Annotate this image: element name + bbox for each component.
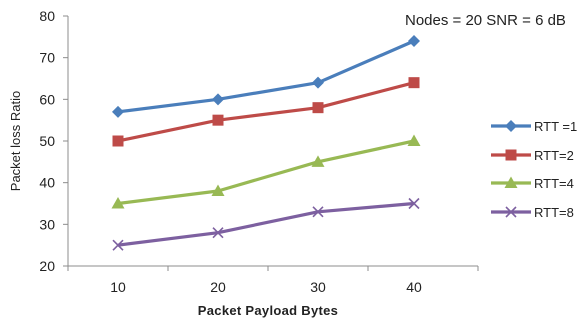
legend-item: RTT=2 <box>491 148 574 163</box>
series-line <box>117 139 415 206</box>
legend-label: RTT=2 <box>534 148 574 163</box>
chart-annotation: Nodes = 20 SNR = 6 dB <box>405 12 566 29</box>
y-ticks: 20 30 40 50 60 70 80 <box>39 8 68 274</box>
x-tick-label: 40 <box>406 279 422 295</box>
legend-label: RTT=8 <box>534 205 574 220</box>
series-line <box>117 201 415 247</box>
legend-item: RTT =1 <box>491 119 577 134</box>
legend-item: RTT=8 <box>491 205 574 220</box>
series-rtt-2 <box>112 77 420 147</box>
data-point-x <box>312 206 324 218</box>
data-point-diamond <box>112 105 124 118</box>
y-tick-label: 50 <box>39 133 55 149</box>
series-group <box>111 35 421 251</box>
data-point-x <box>212 227 224 239</box>
x-tick-label: 30 <box>310 279 326 295</box>
data-point-triangle <box>111 197 125 209</box>
x-tick-label: 10 <box>110 279 126 295</box>
legend-marker <box>505 206 517 218</box>
data-point-x <box>112 239 124 251</box>
data-point-square <box>408 77 420 89</box>
data-point-diamond <box>212 93 224 106</box>
legend-item: RTT=4 <box>491 176 574 191</box>
y-tick-label: 60 <box>39 91 55 107</box>
data-point-x <box>408 197 420 210</box>
legend-marker <box>505 120 517 132</box>
legend-marker <box>505 149 517 161</box>
legend-label: RTT=4 <box>534 176 574 191</box>
y-tick-label: 70 <box>39 50 55 66</box>
data-point-triangle <box>311 155 325 167</box>
series-line <box>117 39 415 114</box>
data-point-triangle <box>407 134 421 146</box>
series-line <box>117 81 415 143</box>
data-point-square <box>312 102 324 114</box>
x-ticks: 10 20 30 40 <box>67 266 479 295</box>
legend-label: RTT =1 <box>534 119 577 134</box>
data-point-square <box>212 114 224 126</box>
data-point-diamond <box>312 76 324 89</box>
series-rtt-4 <box>111 134 421 209</box>
data-point-triangle <box>211 184 225 196</box>
series-rtt-1 <box>112 35 420 118</box>
data-point-diamond <box>408 35 420 47</box>
y-axis-title: Packet loss Ratio <box>8 91 23 191</box>
x-axis-title: Packet Payload Bytes <box>198 303 338 318</box>
legend-marker <box>504 176 518 188</box>
data-point-square <box>112 135 124 147</box>
y-tick-label: 20 <box>39 258 55 274</box>
series-rtt-8 <box>112 197 420 251</box>
y-tick-label: 40 <box>39 175 55 191</box>
x-tick-label: 20 <box>210 279 226 295</box>
legend: RTT =1 RTT=2 RTT=4 RTT=8 <box>491 119 577 220</box>
y-tick-label: 80 <box>39 8 55 24</box>
y-tick-label: 30 <box>39 216 55 232</box>
